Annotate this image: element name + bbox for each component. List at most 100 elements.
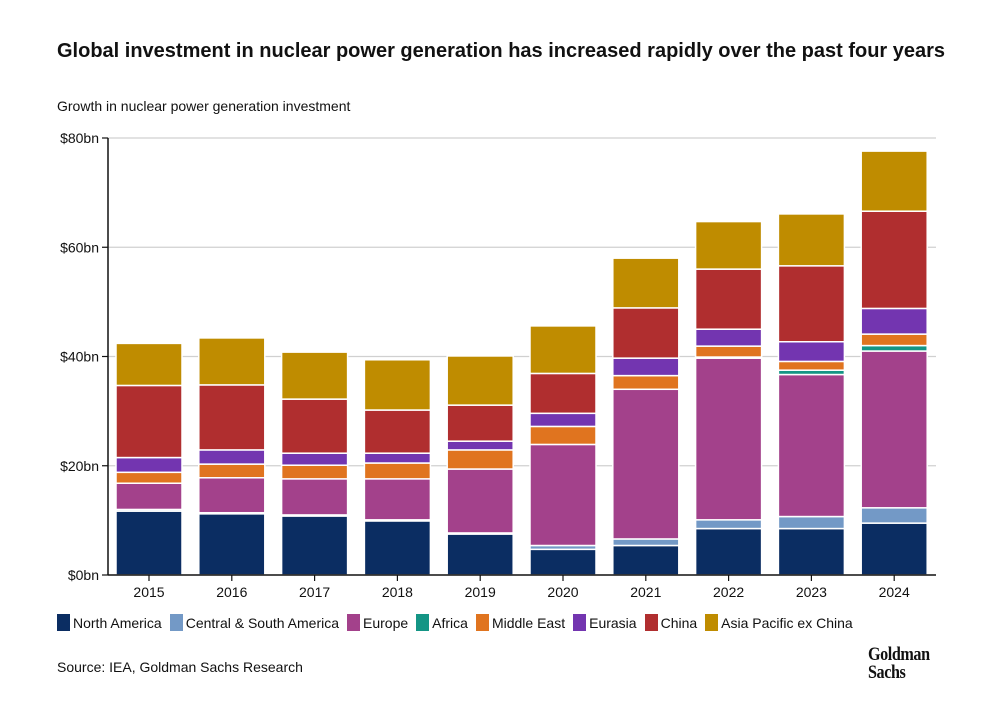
bar-segment-eurasia bbox=[694, 328, 763, 347]
bar-segment-eurasia bbox=[529, 412, 597, 428]
bar-segment-asia-pacific-ex-china bbox=[612, 257, 680, 309]
bar-segment-middle-east bbox=[280, 464, 349, 480]
y-tick-label: $20bn bbox=[60, 458, 99, 474]
bar-segment-middle-east bbox=[198, 463, 266, 479]
x-tick-label: 2024 bbox=[879, 584, 910, 600]
bar-segment-europe bbox=[198, 477, 266, 514]
bar-segment-asia-pacific-ex-china bbox=[280, 351, 349, 400]
bar-segment-north-america bbox=[280, 515, 349, 576]
x-tick-label: 2018 bbox=[382, 584, 413, 600]
legend-label: Europe bbox=[363, 614, 409, 631]
bar-segment-central-south-america bbox=[612, 538, 680, 547]
legend-swatch bbox=[416, 614, 430, 631]
bar-segment-eurasia bbox=[777, 341, 846, 363]
y-tick-label: $40bn bbox=[60, 349, 99, 365]
legend-swatch bbox=[644, 614, 658, 631]
bar-segment-asia-pacific-ex-china bbox=[363, 359, 432, 411]
bar-segment-middle-east bbox=[612, 374, 680, 391]
bar-segment-europe bbox=[529, 443, 597, 547]
bar-segment-china bbox=[363, 409, 432, 454]
legend-swatch bbox=[57, 614, 70, 631]
legend-label: North America bbox=[73, 614, 162, 631]
legend-swatch bbox=[347, 614, 360, 631]
bar-segment-asia-pacific-ex-china bbox=[694, 220, 763, 270]
bar-segment-china bbox=[860, 210, 928, 310]
bar-segment-eurasia bbox=[446, 440, 514, 451]
x-tick-label: 2019 bbox=[465, 584, 496, 600]
legend-item: Middle East bbox=[475, 614, 566, 631]
bar-segment-china bbox=[446, 404, 514, 442]
bar-segment-asia-pacific-ex-china bbox=[860, 150, 928, 212]
bar-segment-central-south-america bbox=[860, 507, 928, 524]
bar-segment-asia-pacific-ex-china bbox=[777, 213, 846, 267]
x-tick-label: 2023 bbox=[796, 584, 827, 600]
bar-segment-middle-east bbox=[777, 360, 846, 371]
legend-label: Asia Pacific ex China bbox=[721, 614, 853, 631]
bar-segment-north-america bbox=[612, 544, 680, 576]
bar-segment-china bbox=[777, 265, 846, 343]
bar-segment-eurasia bbox=[860, 307, 928, 335]
bar-segment-europe bbox=[694, 357, 763, 521]
x-tick-label: 2021 bbox=[630, 584, 661, 600]
bar-segment-north-america bbox=[529, 548, 597, 576]
source-note: Source: IEA, Goldman Sachs Research bbox=[57, 659, 303, 675]
bar-segment-china bbox=[198, 384, 266, 451]
bar-segment-eurasia bbox=[280, 452, 349, 466]
chart-subtitle: Growth in nuclear power generation inves… bbox=[57, 98, 351, 114]
legend-label: Africa bbox=[432, 614, 468, 631]
chart-title: Global investment in nuclear power gener… bbox=[57, 40, 946, 62]
bar-segment-north-america bbox=[363, 520, 432, 576]
bar-segment-north-america bbox=[446, 533, 514, 576]
bar-segment-europe bbox=[777, 373, 846, 518]
legend-label: Eurasia bbox=[589, 614, 637, 631]
bar-segment-africa bbox=[860, 344, 928, 352]
bar-segment-china bbox=[529, 372, 597, 415]
x-tick-label: 2017 bbox=[299, 584, 330, 600]
bar-segment-asia-pacific-ex-china bbox=[198, 337, 266, 386]
legend-label: China bbox=[660, 614, 698, 631]
legend-label: Central & South America bbox=[185, 614, 339, 631]
x-tick-label: 2022 bbox=[713, 584, 744, 600]
bar-segment-central-south-america bbox=[694, 519, 763, 530]
legend: North America Central & South America Euro… bbox=[57, 614, 853, 631]
legend-item: Eurasia bbox=[573, 614, 637, 631]
x-tick-label: 2015 bbox=[133, 584, 164, 600]
bar-segment-middle-east bbox=[363, 462, 432, 480]
bar-segment-middle-east bbox=[529, 425, 597, 446]
legend-item: Europe bbox=[347, 614, 408, 631]
bar-segment-europe bbox=[115, 482, 183, 511]
legend-item: Central & South America bbox=[169, 614, 339, 631]
bar-segment-central-south-america bbox=[777, 515, 846, 530]
legend-item: Asia Pacific ex China bbox=[705, 614, 853, 631]
legend-swatch bbox=[169, 614, 183, 631]
legend-label: Middle East bbox=[491, 614, 566, 631]
legend-swatch bbox=[573, 614, 587, 631]
legend-swatch bbox=[705, 614, 719, 631]
bar-segment-middle-east bbox=[694, 345, 763, 358]
y-tick-label: $0bn bbox=[68, 567, 99, 583]
bar-segment-eurasia bbox=[612, 357, 680, 377]
bar-segment-north-america bbox=[860, 522, 928, 576]
goldman-sachs-logo: Goldman Sachs bbox=[868, 644, 930, 683]
bar-segment-europe bbox=[280, 478, 349, 516]
bar-segment-asia-pacific-ex-china bbox=[529, 325, 597, 375]
bar-segment-europe bbox=[860, 350, 928, 509]
bar-segment-china bbox=[115, 384, 183, 459]
bar-segment-asia-pacific-ex-china bbox=[115, 342, 183, 387]
bar-segment-china bbox=[694, 268, 763, 330]
bar-segment-eurasia bbox=[363, 452, 432, 464]
bar-segment-eurasia bbox=[115, 456, 183, 474]
legend-item: Africa bbox=[416, 614, 468, 631]
y-tick-label: $60bn bbox=[60, 239, 99, 255]
bar-segment-middle-east bbox=[115, 471, 183, 484]
bar-segment-china bbox=[280, 398, 349, 454]
y-tick-label: $80bn bbox=[60, 130, 99, 146]
bar-segment-europe bbox=[363, 478, 432, 521]
x-tick-label: 2016 bbox=[216, 584, 247, 600]
bar-segment-north-america bbox=[115, 510, 183, 576]
bar-segment-europe bbox=[612, 388, 680, 540]
x-tick-label: 2020 bbox=[547, 584, 578, 600]
bar-segment-china bbox=[612, 307, 680, 359]
